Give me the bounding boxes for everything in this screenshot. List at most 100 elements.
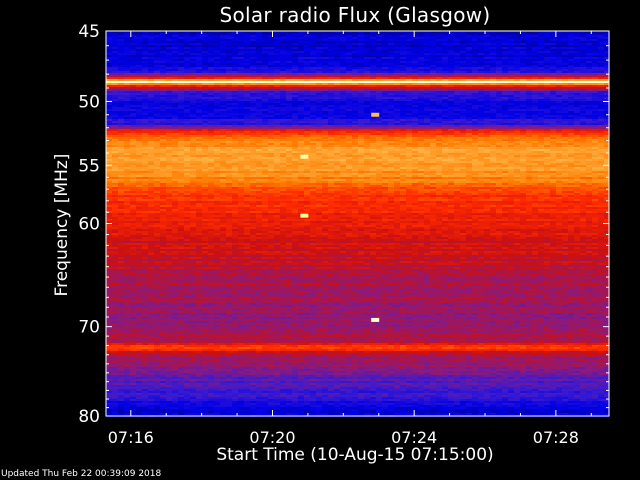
heatmap-cell xyxy=(580,103,587,106)
heatmap-cell xyxy=(406,119,413,122)
heatmap-cell xyxy=(160,127,167,130)
heatmap-cell xyxy=(196,77,203,80)
heatmap-cell xyxy=(514,49,521,52)
heatmap-cell xyxy=(166,109,173,112)
heatmap-cell xyxy=(376,95,383,98)
heatmap-cell xyxy=(424,89,431,92)
heatmap-cell xyxy=(406,55,413,58)
heatmap-cell xyxy=(598,75,605,78)
heatmap-cell xyxy=(304,99,311,102)
heatmap-cell xyxy=(586,69,593,72)
heatmap-cell xyxy=(208,109,215,112)
heatmap-cell xyxy=(226,67,233,70)
heatmap-cell xyxy=(262,143,269,146)
heatmap-cell xyxy=(232,103,239,106)
heatmap-cell xyxy=(262,51,269,54)
heatmap-cell xyxy=(580,115,587,118)
heatmap-cell xyxy=(508,47,515,50)
heatmap-cell xyxy=(202,75,209,78)
heatmap-cell xyxy=(496,65,503,68)
heatmap-cell xyxy=(238,81,245,84)
heatmap-cell xyxy=(514,85,521,88)
heatmap-cell xyxy=(190,95,197,98)
heatmap-cell xyxy=(280,37,287,40)
heatmap-cell xyxy=(526,141,533,144)
heatmap-cell xyxy=(274,131,281,134)
heatmap-cell xyxy=(406,51,413,54)
heatmap-cell xyxy=(454,41,461,44)
heatmap-cell xyxy=(568,85,575,88)
heatmap-cell xyxy=(274,41,281,44)
heatmap-cell xyxy=(244,47,251,50)
heatmap-cell xyxy=(574,65,581,68)
heatmap-cell xyxy=(442,127,449,130)
heatmap-cell xyxy=(322,43,329,46)
heatmap-cell xyxy=(358,107,365,110)
heatmap-cell xyxy=(250,131,257,134)
heatmap-cell xyxy=(394,79,401,82)
heatmap-cell xyxy=(424,51,431,54)
heatmap-cell xyxy=(580,53,587,56)
heatmap-cell xyxy=(508,125,515,128)
heatmap-cell xyxy=(196,117,203,120)
heatmap-cell xyxy=(178,141,185,144)
heatmap-cell xyxy=(226,89,233,92)
heatmap-cell xyxy=(520,79,527,82)
heatmap-cell xyxy=(388,143,395,146)
heatmap-cell xyxy=(148,99,155,102)
heatmap-cell xyxy=(154,91,161,94)
heatmap-cell xyxy=(496,143,503,146)
heatmap-cell xyxy=(538,61,545,64)
heatmap-cell xyxy=(160,71,167,74)
heatmap-cell xyxy=(124,125,131,128)
heatmap-cell xyxy=(400,93,407,96)
heatmap-cell xyxy=(382,83,389,86)
heatmap-cell xyxy=(490,71,497,74)
heatmap-cell xyxy=(202,149,209,152)
heatmap-cell xyxy=(112,55,119,58)
heatmap-cell xyxy=(172,57,179,60)
heatmap-cell xyxy=(160,97,167,100)
heatmap-cell xyxy=(496,61,503,64)
heatmap-cell xyxy=(430,119,437,122)
heatmap-cell xyxy=(292,147,299,150)
heatmap-cell xyxy=(136,117,143,120)
heatmap-cell xyxy=(244,143,251,146)
heatmap-cell xyxy=(358,99,365,102)
heatmap-cell xyxy=(394,45,401,48)
heatmap-cell xyxy=(508,83,515,86)
heatmap-cell xyxy=(316,131,323,134)
heatmap-cell xyxy=(556,125,563,128)
heatmap-cell xyxy=(448,49,455,52)
heatmap-cell xyxy=(328,63,335,66)
heatmap-cell xyxy=(448,85,455,88)
heatmap-cell xyxy=(232,51,239,54)
heatmap-cell xyxy=(208,129,215,132)
heatmap-cell xyxy=(172,131,179,134)
heatmap-cell xyxy=(556,83,563,86)
heatmap-cell xyxy=(520,139,527,142)
heatmap-cell xyxy=(376,135,383,138)
heatmap-cell xyxy=(316,123,323,126)
heatmap-cell xyxy=(298,67,305,70)
heatmap-cell xyxy=(364,81,371,84)
heatmap-cell xyxy=(412,69,419,72)
heatmap-cell xyxy=(376,39,383,42)
heatmap-cell xyxy=(130,113,137,116)
heatmap-cell xyxy=(586,33,593,36)
heatmap-cell xyxy=(412,99,419,102)
heatmap-cell xyxy=(250,71,257,74)
heatmap-cell xyxy=(454,123,461,126)
heatmap-cell xyxy=(406,67,413,70)
heatmap-cell xyxy=(118,47,125,50)
heatmap-cell xyxy=(352,65,359,68)
heatmap-cell xyxy=(562,107,569,110)
heatmap-cell xyxy=(340,93,347,96)
heatmap-cell xyxy=(268,47,275,50)
heatmap-cell xyxy=(436,103,443,106)
heatmap-cell xyxy=(208,43,215,46)
heatmap-cell xyxy=(382,55,389,58)
heatmap-cell xyxy=(346,99,353,102)
heatmap-cell xyxy=(496,77,503,80)
